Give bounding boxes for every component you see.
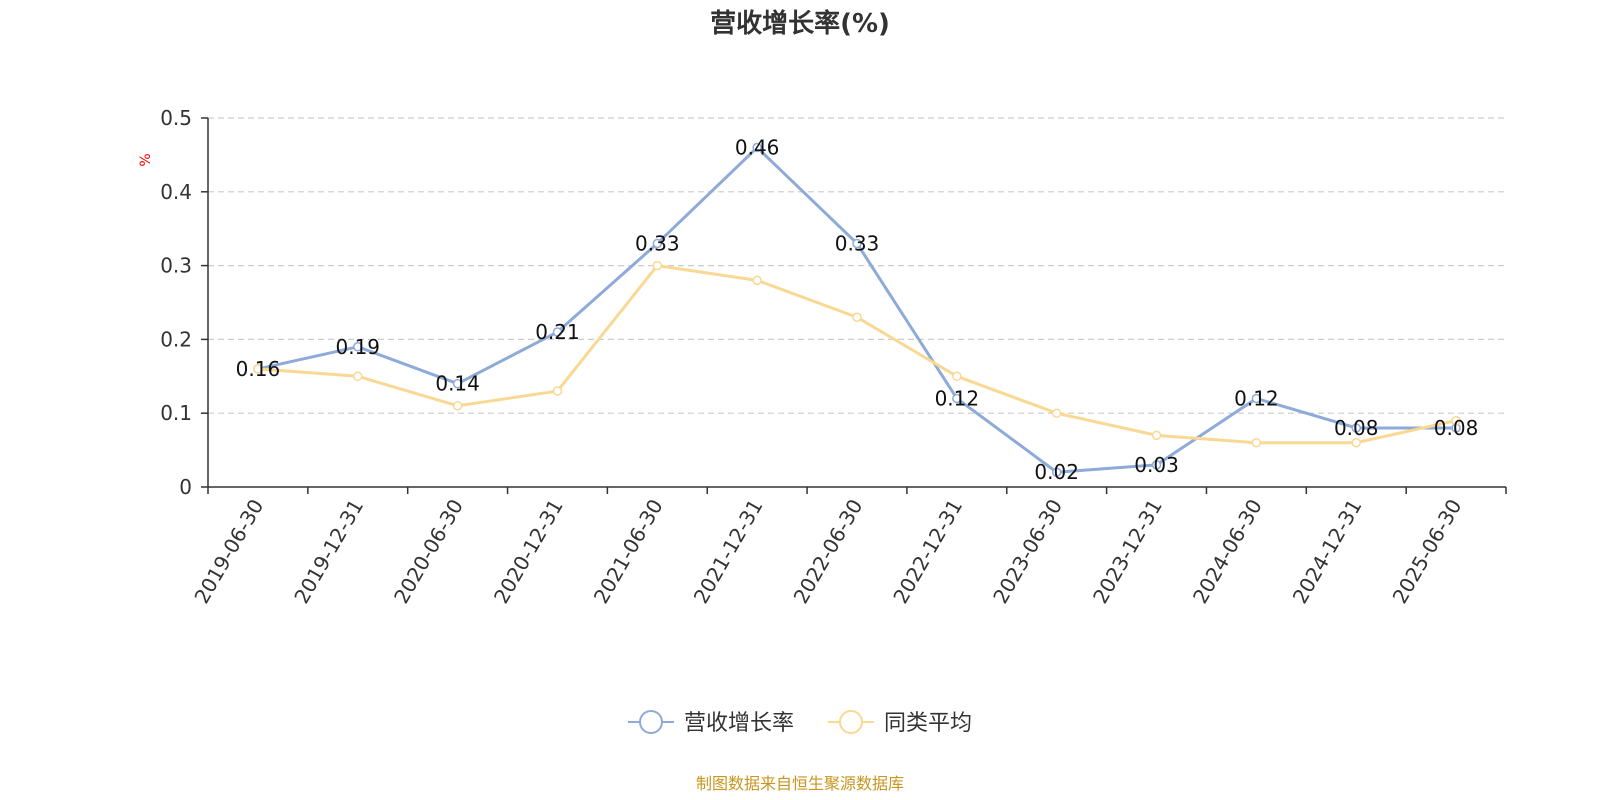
data-point xyxy=(552,386,563,396)
x-tick-label: 2022-12-31 xyxy=(888,495,967,608)
x-tick-label: 2023-06-30 xyxy=(988,495,1067,608)
y-tick-label: 0.1 xyxy=(160,401,192,425)
data-point xyxy=(952,393,962,404)
y-tick-label: 0.4 xyxy=(160,180,192,204)
data-point xyxy=(1051,408,1062,418)
data-point xyxy=(952,371,962,382)
y-tick-label: 0.5 xyxy=(160,106,192,130)
y-tick-label: 0.2 xyxy=(160,327,192,351)
legend-circle-icon xyxy=(639,710,663,734)
data-point xyxy=(1351,437,1361,448)
data-point xyxy=(1451,415,1461,426)
y-axis-unit: % xyxy=(138,153,154,166)
series-layer xyxy=(253,142,1461,477)
x-tick-label: 2019-06-30 xyxy=(189,495,268,608)
data-point xyxy=(652,260,663,271)
x-tick-label: 2025-06-30 xyxy=(1388,495,1467,608)
data-label: 0.19 xyxy=(336,335,381,359)
data-source-note: 制图数据来自恒生聚源数据库 xyxy=(696,774,904,793)
data-label: 0.08 xyxy=(1334,416,1379,440)
grid-layer xyxy=(208,117,1506,414)
data-point xyxy=(452,401,463,411)
data-point xyxy=(452,378,463,389)
legend-label: 同类平均 xyxy=(884,711,972,736)
y-tick-label: 0.3 xyxy=(160,254,192,278)
series-line xyxy=(257,264,1457,445)
data-label: 0.33 xyxy=(635,231,680,255)
data-label: 0.02 xyxy=(1034,460,1079,484)
x-tick-label: 2020-12-31 xyxy=(489,495,568,608)
x-tick-label: 2023-12-31 xyxy=(1088,495,1167,608)
x-tick-label: 2021-06-30 xyxy=(589,495,668,608)
data-point xyxy=(1251,437,1262,448)
data-label: 0.14 xyxy=(435,372,480,396)
data-point xyxy=(752,142,762,153)
data-label: 0.33 xyxy=(835,231,880,255)
data-point xyxy=(353,371,363,382)
data-point xyxy=(1151,430,1162,441)
x-tick-label: 2024-12-31 xyxy=(1288,495,1367,608)
data-point xyxy=(1251,393,1262,404)
legend-label: 营收增长率 xyxy=(684,711,794,736)
data-label: 0.21 xyxy=(535,320,580,344)
data-label-layer: 0.16 0.19 0.14 0.21 0.33 0.46 0.33 0.12 0.02 0.03… xyxy=(236,136,1479,485)
data-point xyxy=(353,342,363,352)
data-label: 0.12 xyxy=(935,386,980,410)
data-point xyxy=(1151,460,1162,470)
legend-item[interactable]: 同类平均 xyxy=(828,710,972,736)
legend-item[interactable]: 营收增长率 xyxy=(628,710,794,736)
data-point xyxy=(852,312,862,323)
data-label: 0.12 xyxy=(1234,386,1279,410)
x-tick-label: 2022-06-30 xyxy=(788,495,867,608)
data-label: 0.08 xyxy=(1434,416,1479,440)
data-point xyxy=(1051,467,1062,477)
data-point xyxy=(652,238,663,249)
series-line xyxy=(257,146,1457,474)
x-tick-label: 2021-12-31 xyxy=(689,495,768,608)
data-label: 0.16 xyxy=(236,357,281,381)
y-tick-label: 0 xyxy=(179,475,192,499)
data-label: 0.03 xyxy=(1134,453,1179,477)
x-tick-label: 2024-06-30 xyxy=(1188,495,1267,608)
legend-circle-icon xyxy=(839,710,863,734)
legend[interactable]: 营收增长率 同类平均 xyxy=(628,710,972,736)
data-point xyxy=(552,327,563,337)
data-label: 0.46 xyxy=(735,136,780,160)
data-point xyxy=(253,364,263,374)
data-point xyxy=(852,238,862,249)
x-tick-label: 2020-06-30 xyxy=(389,495,468,608)
data-point xyxy=(752,275,762,286)
data-point xyxy=(1351,423,1361,433)
chart-title: 营收增长率(%) xyxy=(710,8,890,39)
x-tick-label: 2019-12-31 xyxy=(289,495,368,608)
